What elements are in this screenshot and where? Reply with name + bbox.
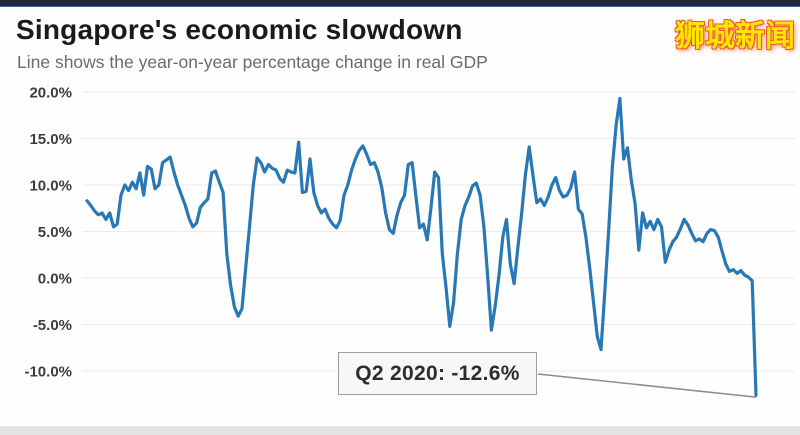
y-axis-tick-label: 5.0% [38,224,72,241]
y-axis-tick-label: -5.0% [33,317,72,334]
y-axis-tick-label: -10.0% [24,364,72,381]
bottom-bar [0,426,800,435]
watermark-logo: 狮城新闻 [675,20,795,53]
y-axis-tick-label: 10.0% [29,178,72,195]
gridlines [82,91,795,372]
gdp-line-series [85,96,758,397]
y-axis-tick-labels: 20.0% 15.0% 10.0% 5.0% 0.0% -5.0% -10.0% [24,85,72,381]
page-subtitle: Line shows the year-on-year percentage c… [17,52,488,72]
top-bar [0,0,800,7]
y-axis-tick-label: 20.0% [29,85,72,102]
annotation-callout-line [537,373,757,398]
y-axis-tick-label: 0.0% [38,271,72,288]
y-axis-tick-label: 15.0% [29,131,72,148]
annotation-box: Q2 2020: -12.6% [338,352,537,395]
annotation-label: Q2 2020: -12.6% [355,361,520,385]
page-title: Singapore's economic slowdown [16,14,463,45]
